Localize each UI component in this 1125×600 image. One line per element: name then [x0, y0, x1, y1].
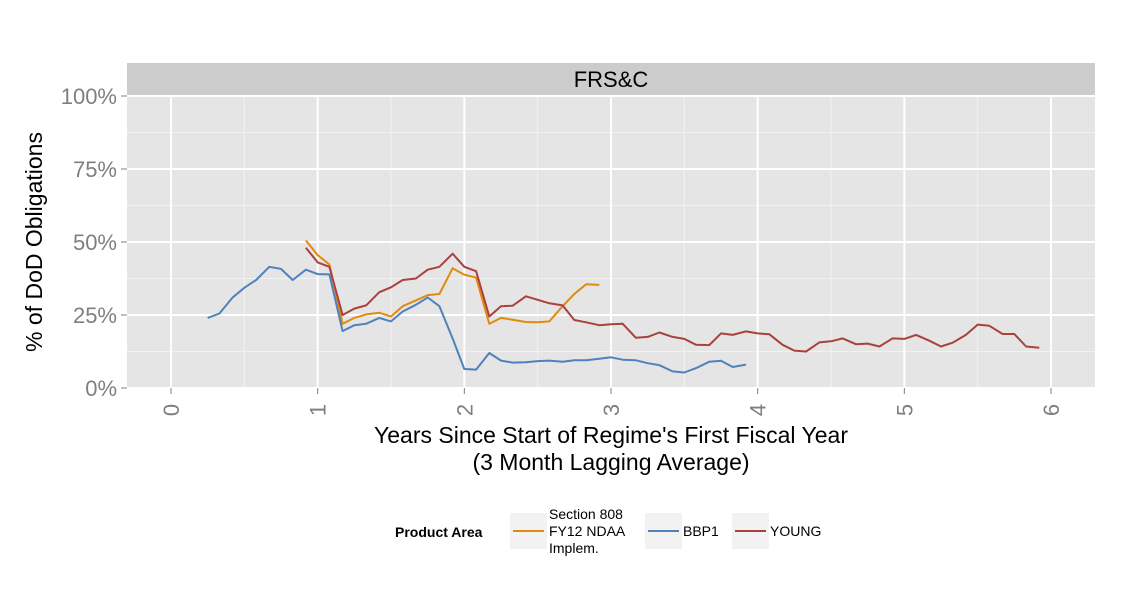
y-tick-label: 25% — [73, 303, 117, 328]
x-tick-label: 2 — [452, 404, 477, 416]
x-tick-label: 1 — [306, 404, 331, 416]
facet-label: FRS&C — [574, 67, 649, 92]
series-line-bbp1 — [207, 265, 747, 374]
series-line-section-808-fy12-ndaa-implem- — [305, 239, 600, 325]
legend-label: YOUNG — [770, 523, 821, 539]
series-lines — [207, 239, 1040, 374]
y-axis-ticks: 0% 25% 50% 75% 100% — [61, 84, 127, 401]
x-tick-label: 0 — [159, 404, 184, 416]
x-axis-title-line1: Years Since Start of Regime's First Fisc… — [374, 422, 848, 448]
x-tick-label: 6 — [1039, 404, 1064, 416]
facet-strip-bg — [127, 63, 1095, 96]
legend-label: FY12 NDAA — [549, 523, 626, 539]
y-tick-label: 75% — [73, 157, 117, 182]
x-axis-title-line2: (3 Month Lagging Average) — [472, 449, 749, 475]
y-tick-label: 50% — [73, 230, 117, 255]
x-tick-label: 4 — [746, 404, 771, 416]
y-tick-label: 0% — [85, 376, 117, 401]
x-tick-label: 3 — [599, 404, 624, 416]
legend-label: Section 808 — [549, 506, 623, 522]
x-tick-label: 5 — [892, 404, 917, 416]
facet-strip: FRS&C — [127, 63, 1095, 96]
y-axis-title: % of DoD Obligations — [21, 132, 47, 352]
legend-label: BBP1 — [683, 523, 719, 539]
legend-label: Implem. — [549, 540, 599, 556]
legend-title: Product Area — [395, 524, 483, 540]
y-tick-label: 100% — [61, 84, 117, 109]
series-line-young — [305, 247, 1040, 353]
x-axis-ticks: 0 1 2 3 4 5 6 — [159, 388, 1064, 416]
